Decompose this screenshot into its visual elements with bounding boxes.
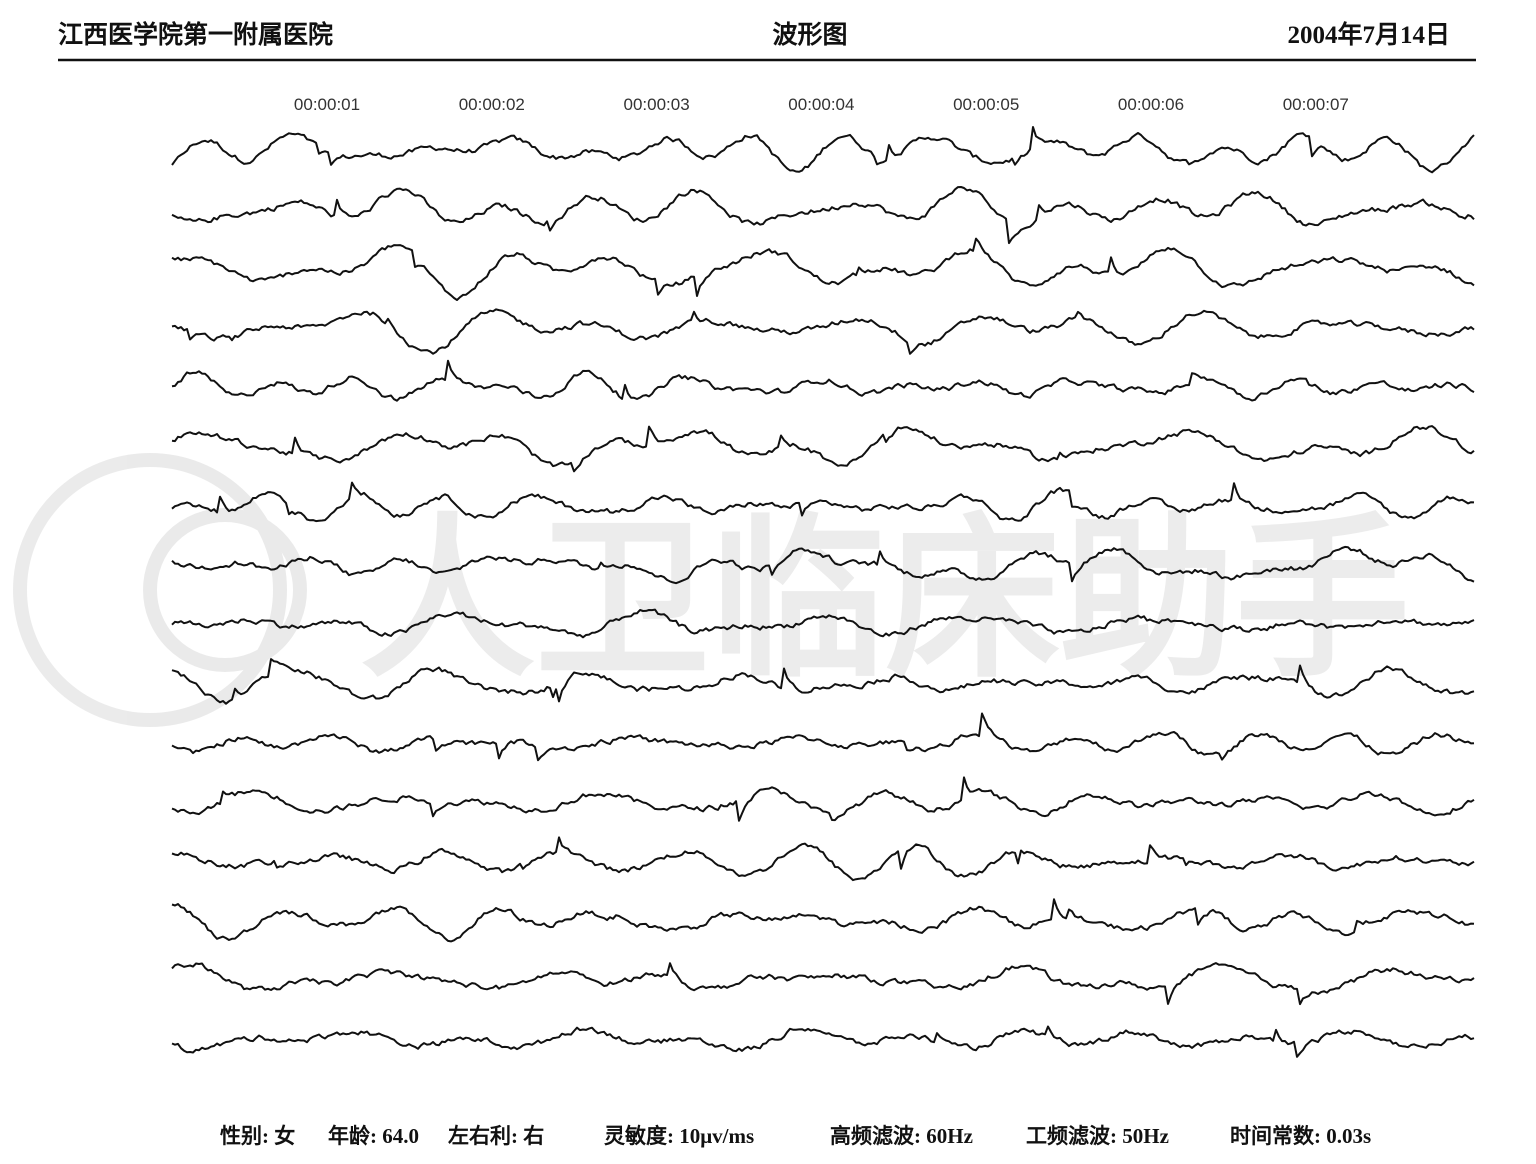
time-mark: 00:00:07 — [1283, 95, 1349, 114]
eeg-channel — [171, 898, 1475, 943]
footer-item: 灵敏度: 10μv/ms — [604, 1124, 754, 1148]
footer-item: 高频滤波: 60Hz — [830, 1124, 973, 1148]
eeg-channel — [171, 608, 1475, 639]
footer-item: 左右利: 右 — [448, 1124, 544, 1148]
time-mark: 00:00:01 — [294, 95, 360, 114]
time-mark: 00:00:04 — [788, 95, 854, 114]
page-title: 波形图 — [772, 21, 847, 49]
eeg-channel — [171, 481, 1475, 523]
time-mark: 00:00:05 — [953, 95, 1019, 114]
eeg-channel — [171, 237, 1475, 301]
watermark: 人卫临床助手 — [360, 499, 1410, 702]
eeg-channel — [171, 776, 1475, 822]
eeg-channel — [171, 712, 1475, 762]
eeg-channel — [171, 186, 1475, 245]
eeg-channel — [171, 1025, 1475, 1058]
footer-item: 性别: 女 — [220, 1124, 295, 1148]
time-mark: 00:00:03 — [624, 95, 690, 114]
eeg-channel — [171, 308, 1475, 355]
eeg-channel — [171, 545, 1475, 585]
footer-item: 时间常数: 0.03s — [1230, 1124, 1371, 1148]
eeg-channel — [171, 836, 1475, 882]
time-mark: 00:00:02 — [459, 95, 525, 114]
hospital-name: 江西医学院第一附属医院 — [58, 20, 333, 49]
footer-item: 年龄: 64.0 — [328, 1124, 419, 1148]
time-mark: 00:00:06 — [1118, 95, 1184, 114]
eeg-channel — [171, 425, 1475, 473]
footer-item: 工频滤波: 50Hz — [1026, 1124, 1169, 1148]
date: 2004年7月14日 — [1287, 20, 1450, 49]
eeg-traces — [171, 126, 1475, 1058]
eeg-channel — [171, 962, 1475, 1006]
eeg-channel — [171, 126, 1475, 174]
eeg-channel — [171, 359, 1475, 402]
eeg-channel — [171, 658, 1475, 705]
watermark-logo — [13, 453, 307, 727]
